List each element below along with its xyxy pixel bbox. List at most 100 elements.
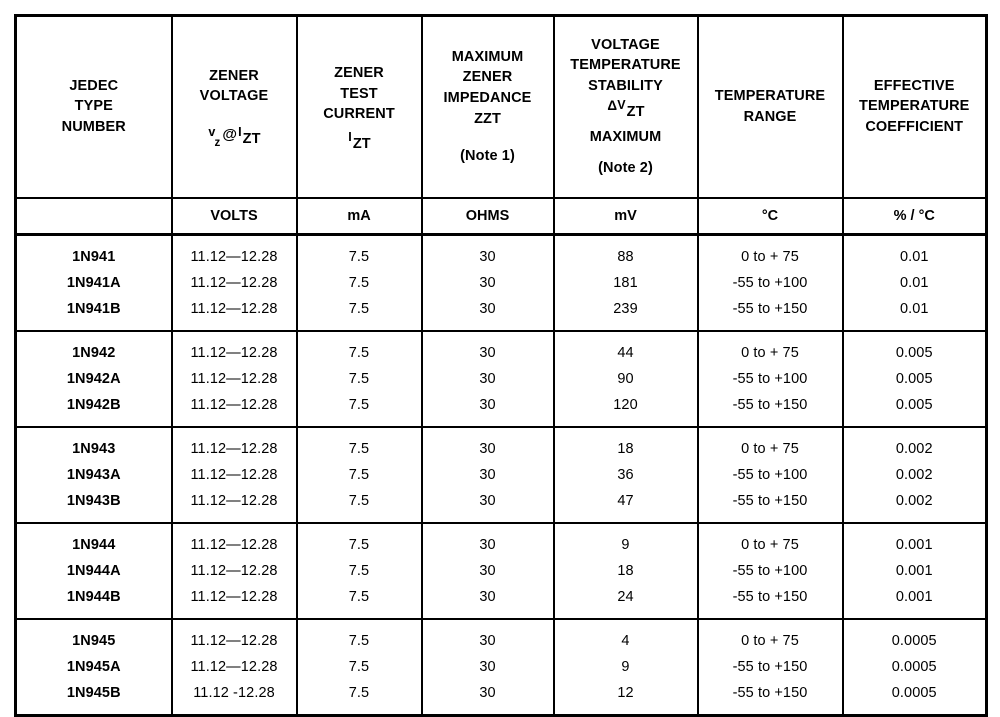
cell-jedec-type-number: 1N943: [15, 427, 173, 462]
header-line: MAXIMUM: [451, 48, 524, 65]
cell-effective-temperature-coefficient: 0.002: [841, 462, 987, 488]
cell-jedec-type-number: 1N944: [15, 523, 173, 558]
cell-effective-temperature-coefficient: 0.0005: [841, 654, 987, 680]
cell-voltage-temperature-stability: 90: [552, 366, 699, 392]
cell-zener-test-current: 7.5: [295, 427, 423, 462]
cell-maximum-zener-impedance: 30: [420, 270, 555, 296]
vz-subscript: z: [214, 136, 221, 149]
cell-temperature-range: -55 to +100: [696, 366, 844, 392]
header-line: IMPEDANCE: [443, 89, 532, 106]
header-line: VOLTAGE: [591, 36, 660, 53]
cell-voltage-temperature-stability: 4: [552, 619, 699, 654]
unit-voltage-temperature-stability: mV: [552, 196, 699, 236]
cell-voltage-temperature-stability: 120: [552, 392, 699, 428]
unit-temperature-range: °C: [696, 196, 844, 236]
vz-symbol: v: [208, 124, 216, 139]
cell-effective-temperature-coefficient: 0.005: [841, 366, 987, 392]
header-line: CURRENT: [323, 106, 395, 123]
cell-effective-temperature-coefficient: 0.0005: [841, 619, 987, 654]
test-current-formula: IZT: [298, 129, 421, 152]
header-line: TYPE: [74, 98, 113, 115]
cell-jedec-type-number: 1N942A: [15, 366, 173, 392]
cell-temperature-range: 0 to + 75: [696, 427, 844, 462]
column-header-maximum-zener-impedance: MAXIMUM ZENER IMPEDANCE ZZT (Note 1): [420, 15, 555, 199]
v-symbol: V: [617, 98, 626, 113]
cell-zener-test-current: 7.5: [295, 462, 423, 488]
header-line: JEDEC: [69, 77, 119, 94]
i-subscript: ZT: [352, 135, 371, 152]
cell-temperature-range: -55 to +100: [696, 558, 844, 584]
cell-jedec-type-number: 1N945: [15, 619, 173, 654]
cell-maximum-zener-impedance: 30: [420, 427, 555, 462]
delta-vzt-formula: ΔVZT: [555, 97, 697, 121]
table-header: JEDEC TYPE NUMBER ZENER VOLTAGE vz @IZT Z…: [15, 15, 987, 236]
v-subscript: ZT: [626, 104, 645, 121]
cell-zener-voltage: 11.12—12.28: [170, 331, 298, 366]
cell-temperature-range: -55 to +100: [696, 270, 844, 296]
izt-subscript: ZT: [242, 130, 261, 147]
header-line: ZENER: [209, 67, 259, 84]
cell-jedec-type-number: 1N944A: [15, 558, 173, 584]
table-row: 1N945A 11.12—12.28 7.5 30 9 -55 to +150 0.0005: [15, 654, 987, 680]
cell-zener-test-current: 7.5: [295, 654, 423, 680]
datasheet-page: JEDEC TYPE NUMBER ZENER VOLTAGE vz @IZT Z…: [14, 14, 988, 717]
cell-zener-voltage: 11.12—12.28: [170, 296, 298, 332]
unit-maximum-zener-impedance: OHMS: [420, 196, 555, 236]
cell-maximum-zener-impedance: 30: [420, 584, 555, 620]
table-row: 1N941A 11.12—12.28 7.5 30 181 -55 to +100 0.01: [15, 270, 987, 296]
cell-temperature-range: 0 to + 75: [696, 331, 844, 366]
cell-zener-voltage: 11.12—12.28: [170, 654, 298, 680]
cell-temperature-range: -55 to +150: [696, 488, 844, 524]
header-line: TEMPERATURE: [570, 57, 681, 74]
cell-maximum-zener-impedance: 30: [420, 392, 555, 428]
i-symbol: I: [348, 129, 352, 144]
header-line-zzt: ZZT: [474, 110, 501, 127]
table-row: 1N944B 11.12—12.28 7.5 30 24 -55 to +150 0.001: [15, 584, 987, 620]
cell-temperature-range: -55 to +150: [696, 584, 844, 620]
header-line: RANGE: [743, 108, 797, 125]
cell-maximum-zener-impedance: 30: [420, 558, 555, 584]
cell-effective-temperature-coefficient: 0.005: [841, 331, 987, 366]
column-header-temperature-range: TEMPERATURE RANGE: [696, 15, 844, 199]
cell-effective-temperature-coefficient: 0.01: [841, 296, 987, 332]
cell-zener-test-current: 7.5: [295, 558, 423, 584]
table-row: 1N945B 11.12 -12.28 7.5 30 12 -55 to +150 0.00…: [15, 680, 987, 716]
table-row: 1N944 11.12—12.28 7.5 30 9 0 to + 75 0.001: [15, 523, 987, 558]
table-row: 1N943B 11.12—12.28 7.5 30 47 -55 to +150 0.002: [15, 488, 987, 524]
table-row: 1N945 11.12—12.28 7.5 30 4 0 to + 75 0.0005: [15, 619, 987, 654]
cell-effective-temperature-coefficient: 0.005: [841, 392, 987, 428]
header-line: TEST: [340, 85, 378, 102]
cell-effective-temperature-coefficient: 0.0005: [841, 680, 987, 716]
cell-zener-voltage: 11.12—12.28: [170, 488, 298, 524]
at-symbol: @: [222, 125, 238, 143]
cell-voltage-temperature-stability: 24: [552, 584, 699, 620]
zener-voltage-formula: vz @IZT: [173, 124, 296, 149]
cell-voltage-temperature-stability: 12: [552, 680, 699, 716]
cell-jedec-type-number: 1N941A: [15, 270, 173, 296]
note-reference-2: (Note 2): [598, 160, 653, 177]
header-line: STABILITY: [588, 77, 663, 94]
zener-diode-specification-table: JEDEC TYPE NUMBER ZENER VOLTAGE vz @IZT Z…: [14, 14, 988, 717]
cell-zener-voltage: 11.12—12.28: [170, 392, 298, 428]
header-line: NUMBER: [61, 119, 126, 136]
cell-temperature-range: -55 to +150: [696, 654, 844, 680]
cell-jedec-type-number: 1N943A: [15, 462, 173, 488]
header-units-row: VOLTS mA OHMS mV °C % / °C: [15, 196, 987, 236]
cell-maximum-zener-impedance: 30: [420, 331, 555, 366]
cell-voltage-temperature-stability: 47: [552, 488, 699, 524]
cell-temperature-range: 0 to + 75: [696, 619, 844, 654]
header-line: EFFECTIVE: [873, 77, 955, 94]
cell-jedec-type-number: 1N945A: [15, 654, 173, 680]
delta-symbol: Δ: [607, 98, 618, 114]
cell-zener-test-current: 7.5: [295, 331, 423, 366]
table-row: 1N942A 11.12—12.28 7.5 30 90 -55 to +100 0.005: [15, 366, 987, 392]
cell-maximum-zener-impedance: 30: [420, 523, 555, 558]
header-line: TEMPERATURE: [859, 98, 970, 115]
cell-jedec-type-number: 1N942B: [15, 392, 173, 428]
cell-zener-voltage: 11.12—12.28: [170, 234, 298, 270]
table-body: 1N941 11.12—12.28 7.5 30 88 0 to + 75 0.01 1N94…: [15, 234, 987, 716]
cell-voltage-temperature-stability: 18: [552, 427, 699, 462]
cell-jedec-type-number: 1N944B: [15, 584, 173, 620]
cell-voltage-temperature-stability: 181: [552, 270, 699, 296]
cell-temperature-range: -55 to +150: [696, 296, 844, 332]
